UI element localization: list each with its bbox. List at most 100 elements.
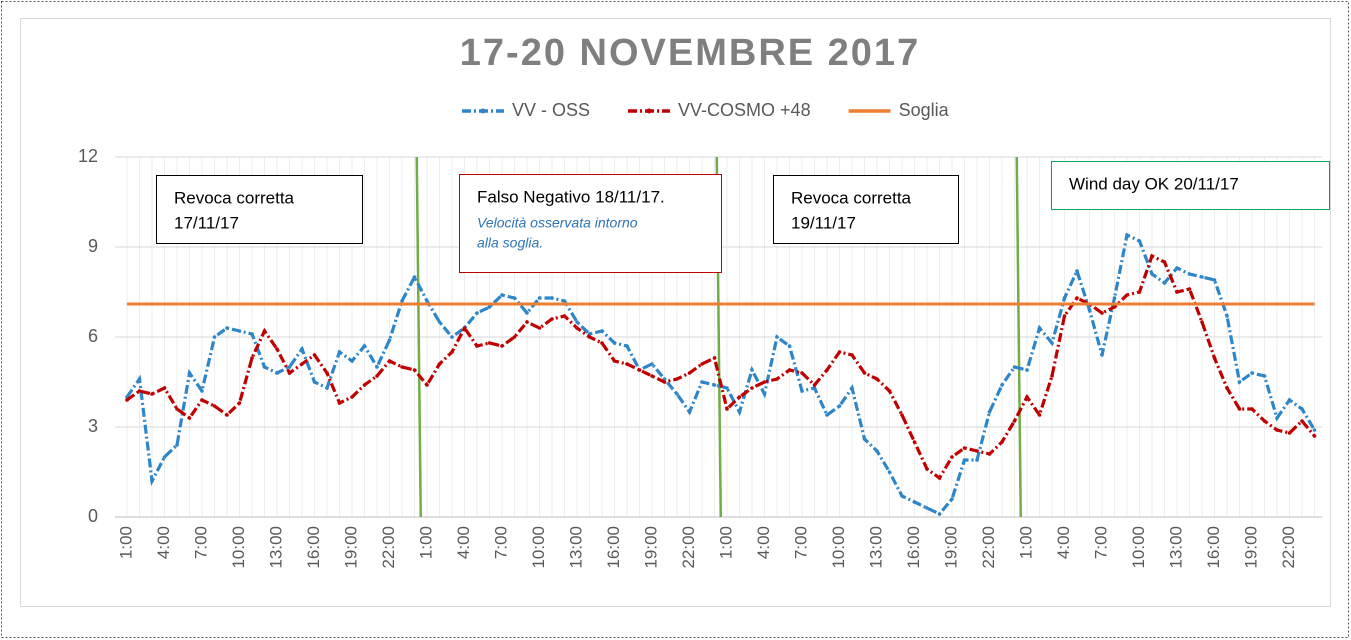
x-tick-label: 10:00 [529, 526, 548, 569]
legend-label: Soglia [899, 100, 950, 120]
series-marker [1062, 296, 1067, 300]
legend-marker [480, 108, 486, 114]
series-marker [1075, 269, 1079, 273]
series-marker [437, 362, 442, 366]
series-marker [725, 386, 729, 390]
series-marker [1225, 314, 1229, 318]
series-marker [262, 329, 267, 333]
series-marker [700, 362, 704, 366]
x-tick-label: 19:00 [341, 526, 360, 569]
series-line [126, 253, 1316, 481]
x-tick-label: 1:00 [116, 526, 135, 559]
series-marker [1062, 314, 1067, 318]
series-marker [300, 362, 304, 366]
series-marker [1250, 371, 1254, 375]
series-marker [175, 407, 179, 411]
series-marker [1287, 398, 1292, 402]
series-marker [637, 368, 642, 372]
x-tick-label: 16:00 [1204, 526, 1223, 569]
legend-label: VV-COSMO +48 [678, 100, 811, 120]
series-marker [450, 350, 454, 354]
day-separator [1015, 156, 1022, 518]
series-marker [1050, 341, 1054, 345]
series-marker [862, 371, 867, 375]
series-marker [425, 383, 429, 387]
series-marker [512, 296, 517, 300]
series-marker [1012, 419, 1017, 423]
series-marker [950, 455, 954, 459]
series-marker [725, 407, 729, 411]
series-marker [1100, 353, 1104, 357]
x-tick-label: 13:00 [566, 526, 585, 569]
x-tick-label: 19:00 [1241, 526, 1260, 569]
series-marker [675, 377, 679, 381]
series-marker [887, 389, 892, 393]
series-marker [262, 365, 267, 369]
series-marker [175, 443, 179, 447]
series-marker [350, 359, 354, 363]
series-marker [1275, 428, 1279, 432]
y-tick-label: 12 [78, 146, 98, 166]
series-marker [1312, 428, 1317, 432]
series-marker [962, 446, 967, 450]
series-marker [600, 341, 604, 345]
series-marker [650, 374, 654, 378]
series-marker [712, 383, 717, 387]
annotation-note: alla soglia. [477, 235, 543, 251]
series-marker [1287, 431, 1292, 435]
series-marker [275, 347, 279, 351]
series-marker [400, 299, 404, 303]
series-marker [475, 344, 479, 348]
series-marker [1262, 374, 1267, 378]
series-marker [762, 380, 767, 384]
series-marker [525, 320, 529, 324]
series-marker [550, 296, 554, 300]
series-marker [600, 329, 604, 333]
series-marker [150, 479, 154, 483]
series-marker [1025, 395, 1029, 399]
series-marker [1237, 407, 1242, 411]
series-marker [412, 275, 417, 279]
x-tick-label: 16:00 [304, 526, 323, 569]
series-marker [1037, 413, 1042, 417]
series-marker [362, 344, 367, 348]
series-marker [925, 506, 929, 510]
series-marker [800, 389, 804, 393]
series-marker [412, 368, 417, 372]
series-marker [887, 470, 892, 474]
series-marker [587, 335, 592, 339]
series-marker [850, 386, 854, 390]
x-tick-label: 1:00 [716, 526, 735, 559]
series-marker [537, 326, 542, 330]
series-marker [687, 410, 692, 414]
series-marker [137, 377, 142, 381]
series-marker [1237, 380, 1242, 384]
x-tick-label: 7:00 [191, 526, 210, 559]
series-marker [337, 401, 342, 405]
series-marker [387, 359, 392, 363]
series-marker [650, 362, 654, 366]
annotation-box [459, 174, 722, 273]
series-marker [862, 437, 867, 441]
annotation-text: 19/11/17 [791, 213, 856, 232]
legend-marker [646, 108, 652, 114]
series-marker [1000, 383, 1004, 387]
series-marker [400, 365, 404, 369]
series-marker [337, 350, 342, 354]
series-marker [1075, 296, 1079, 300]
series-marker [500, 344, 504, 348]
series-marker [1262, 419, 1267, 423]
series-marker [662, 380, 667, 384]
series-marker [287, 365, 292, 369]
series-marker [775, 377, 779, 381]
series-marker [625, 344, 629, 348]
series-marker [900, 413, 904, 417]
series-marker [225, 326, 229, 330]
series-marker [287, 371, 292, 375]
x-tick-label: 22:00 [1279, 526, 1298, 569]
x-tick-label: 13:00 [1166, 526, 1185, 569]
series-marker [675, 392, 679, 396]
series-marker [437, 320, 442, 324]
series-marker [937, 512, 942, 516]
